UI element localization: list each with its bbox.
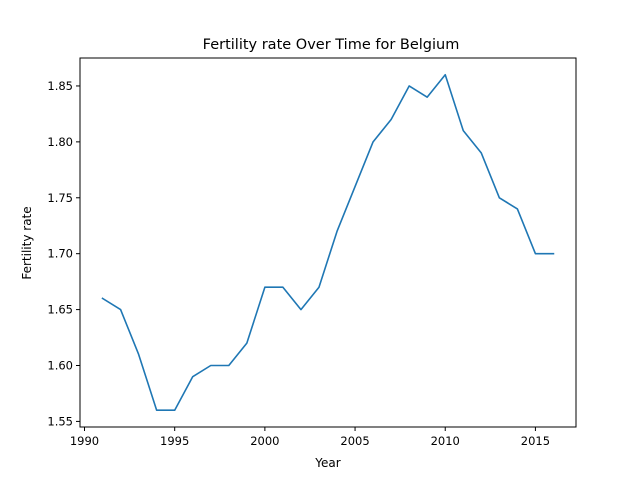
y-tick-label: 1.80 <box>47 135 73 149</box>
x-tick-label: 2010 <box>431 434 460 448</box>
y-tick-label: 1.55 <box>47 414 73 428</box>
plot-area: 1990 1995 2000 2005 2010 2015 1.55 1.60 1.65 1.7… <box>47 57 577 448</box>
x-tick-label: 1990 <box>70 434 99 448</box>
x-tick-label: 1995 <box>160 434 189 448</box>
y-tick-label: 1.70 <box>47 247 73 261</box>
y-axis-label: Fertility rate <box>20 206 34 279</box>
series-line <box>101 73 555 412</box>
y-tick-label: 1.85 <box>47 79 73 93</box>
x-tick-label: 2015 <box>521 434 550 448</box>
series-lines <box>101 73 555 412</box>
x-tick-label: 2005 <box>340 434 369 448</box>
x-axis-ticks: 1990 1995 2000 2005 2010 2015 <box>70 427 550 448</box>
y-tick-label: 1.60 <box>47 359 73 373</box>
x-tick-label: 2000 <box>250 434 279 448</box>
y-tick-label: 1.75 <box>47 191 73 205</box>
y-tick-label: 1.65 <box>47 303 73 317</box>
chart-title: Fertility rate Over Time for Belgium <box>203 37 460 53</box>
x-axis-label: Year <box>314 456 340 470</box>
y-axis-ticks: 1.55 1.60 1.65 1.70 1.75 1.80 1.85 <box>47 79 80 428</box>
axes-frame <box>79 57 577 428</box>
